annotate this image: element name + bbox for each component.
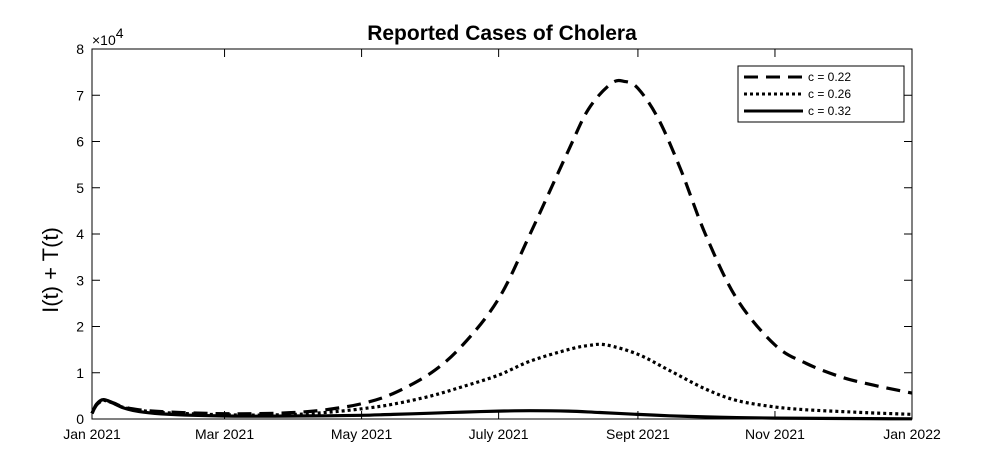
series-line-c-022 — [90, 78, 913, 416]
legend-label-c-032: c = 0.32 — [808, 104, 851, 118]
y-tick-label: 4 — [76, 226, 84, 242]
legend-label-c-026: c = 0.26 — [808, 87, 851, 101]
y-axis-exponent: ×104 — [92, 25, 124, 48]
y-tick-label: 2 — [76, 319, 84, 335]
x-tick-label: Nov 2021 — [745, 426, 805, 442]
chart-title: Reported Cases of Cholera — [367, 22, 637, 45]
y-tick-label: 7 — [76, 87, 84, 103]
y-tick-label: 8 — [76, 41, 84, 57]
y-exponent-base: ×10 — [92, 32, 116, 48]
x-tick-label: May 2021 — [331, 426, 393, 442]
y-tick-label: 6 — [76, 134, 84, 150]
legend-label-c-022: c = 0.22 — [808, 70, 851, 84]
x-tick-label: Jan 2021 — [63, 426, 121, 442]
x-tick-label: Jan 2022 — [883, 426, 941, 442]
x-tick-label: Sept 2021 — [606, 426, 670, 442]
y-exponent-power: 4 — [116, 25, 124, 41]
y-tick-label: 0 — [76, 411, 84, 427]
series-line-c-032 — [90, 397, 913, 421]
x-tick-labels: Jan 2021 Mar 2021 May 2021 July 2021 Sept 20… — [63, 426, 941, 442]
y-tick-label: 1 — [76, 365, 84, 381]
x-tick-label: July 2021 — [469, 426, 529, 442]
series-lines — [90, 78, 913, 421]
y-tick-label: 5 — [76, 180, 84, 196]
y-tick-label: 3 — [76, 272, 84, 288]
y-axis-label: I(t) + T(t) — [38, 227, 63, 313]
legend: c = 0.22 c = 0.26 c = 0.32 — [737, 65, 905, 123]
y-tick-labels: 0 1 2 3 4 5 6 7 8 — [76, 41, 84, 427]
x-tick-label: Mar 2021 — [195, 426, 254, 442]
legend-box — [737, 65, 905, 123]
